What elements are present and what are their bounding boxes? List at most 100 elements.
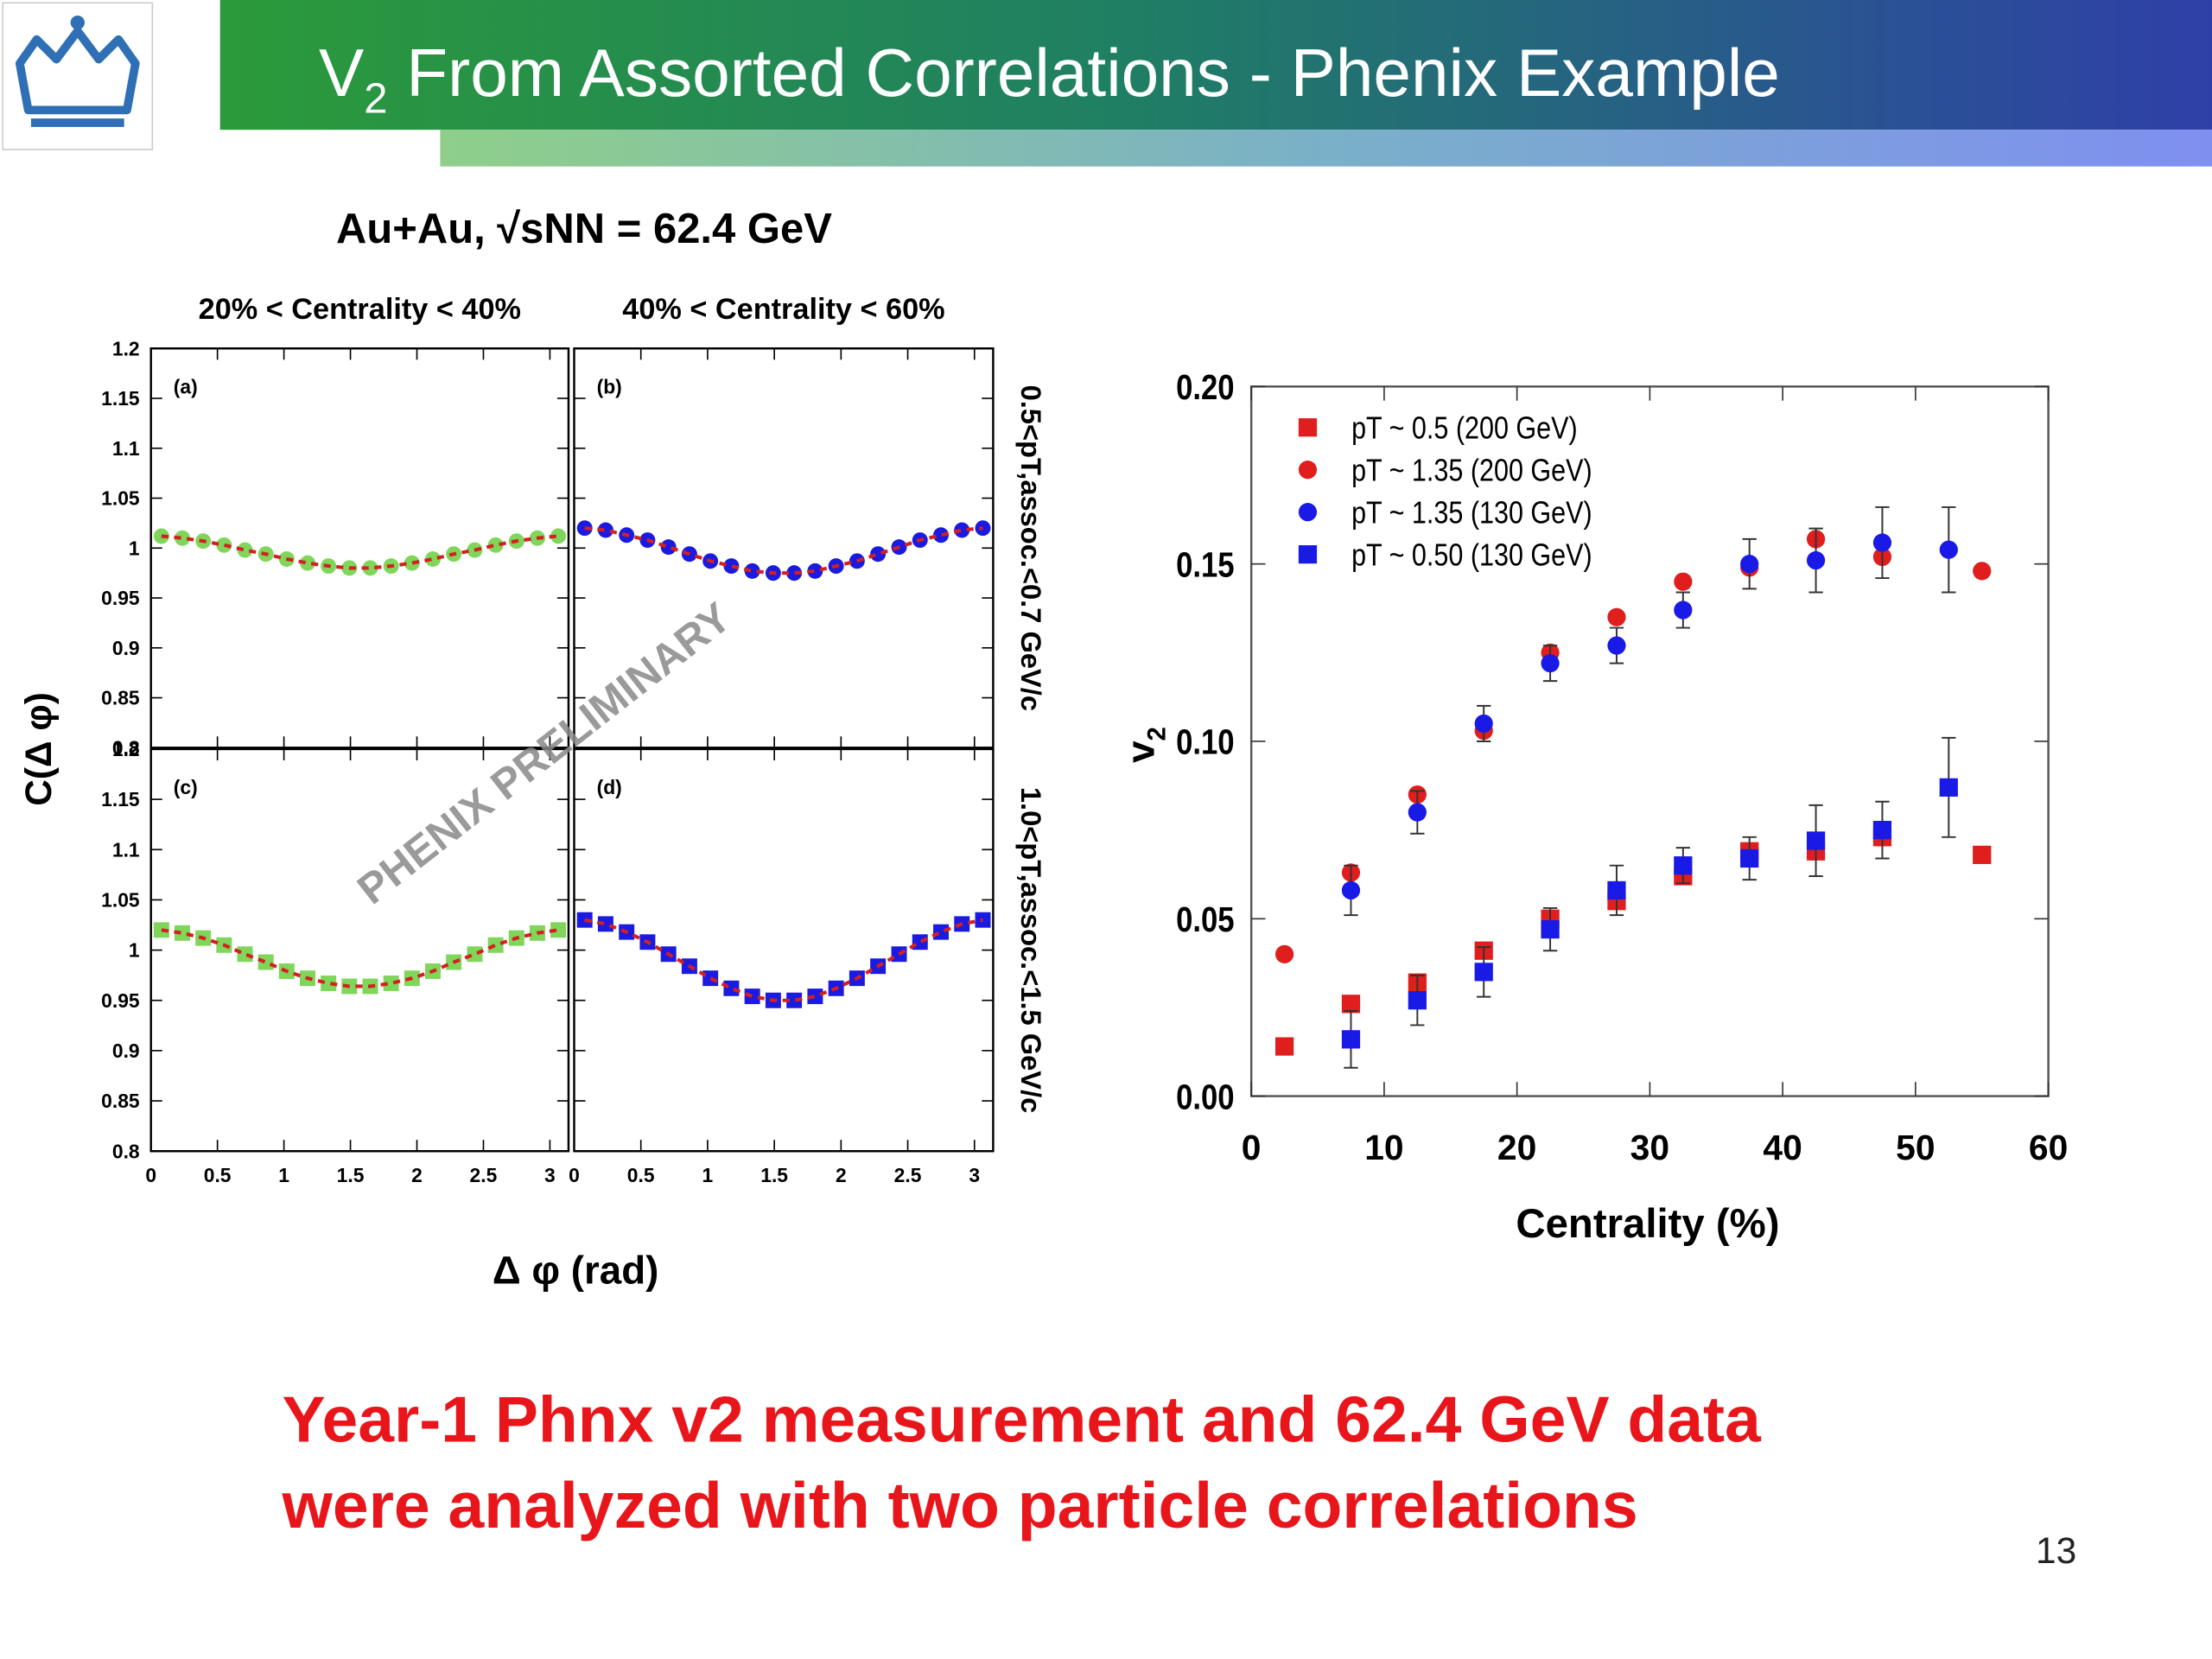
y-axis-label-main: v (1119, 741, 1163, 763)
data-point (175, 530, 190, 546)
x-tick-label: 2 (836, 1164, 847, 1186)
x-tick-label: 2.5 (470, 1164, 498, 1186)
y-axis-label: v2 (1119, 727, 1172, 763)
x-tick-label: 0 (145, 1164, 156, 1186)
data-point (870, 546, 887, 563)
x-tick-label: 1.5 (760, 1164, 788, 1186)
data-point (300, 555, 315, 571)
legend-marker (1298, 545, 1318, 564)
data-point (1541, 654, 1560, 673)
data-point (1973, 845, 1992, 864)
data-point (1740, 849, 1759, 868)
x-tick-label: 10 (1364, 1128, 1403, 1167)
x-tick-label: 1 (278, 1164, 289, 1186)
data-point (1939, 778, 1958, 797)
data-point (424, 551, 441, 567)
data-point (744, 988, 760, 1005)
y-axis-label-sub: 2 (1143, 727, 1172, 741)
y-tick-label: 0.9 (112, 1039, 140, 1062)
plot-frame (1249, 385, 2050, 1097)
data-point (912, 934, 928, 950)
y-tick-label: 0.85 (101, 1090, 140, 1112)
data-point (1474, 963, 1493, 982)
data-point (1474, 714, 1493, 734)
x-tick-label: 2 (411, 1164, 423, 1186)
y-tick-label: 0.10 (1176, 723, 1234, 762)
panel-label: (d) (597, 776, 622, 798)
x-axis-label: Δ φ (rad) (493, 1249, 659, 1293)
y-tick-label: 1.2 (112, 337, 140, 359)
header-bar (219, 0, 2212, 130)
data-point (383, 976, 399, 991)
legend-label: pT ~ 0.50 (130 GeV) (1351, 538, 1592, 573)
data-point (1674, 856, 1693, 875)
y-tick-label: 1.05 (101, 487, 140, 510)
y-tick-label: 1.15 (101, 788, 140, 810)
data-point (487, 537, 504, 553)
page-number: 13 (2036, 1530, 2076, 1571)
panel-label: (b) (597, 376, 622, 398)
fit-line (584, 526, 983, 575)
conclusion-line: were analyzed with two particle correlat… (282, 1469, 1638, 1541)
data-point (550, 528, 567, 544)
x-tick-label: 0.5 (627, 1164, 655, 1186)
data-point (1274, 944, 1294, 963)
data-point (660, 539, 677, 556)
data-point (933, 924, 949, 940)
y-tick-label: 1.2 (112, 738, 140, 760)
data-point (237, 542, 253, 558)
x-tick-label: 60 (2029, 1128, 2068, 1167)
y-tick-label: 0.15 (1176, 546, 1234, 585)
data-point (1408, 803, 1427, 822)
data-point (807, 988, 823, 1005)
data-point (1806, 831, 1826, 850)
fit-line (161, 928, 559, 988)
data-point (257, 954, 274, 970)
data-point (1541, 919, 1560, 939)
data-point (1274, 1037, 1294, 1056)
fit-line (161, 534, 559, 570)
data-point (1341, 995, 1361, 1014)
data-point (404, 555, 420, 571)
column-title: 20% < Centrality < 40% (199, 293, 521, 326)
x-tick-label: 0 (569, 1164, 580, 1186)
data-point (487, 937, 504, 953)
y-tick-label: 0.20 (1176, 368, 1234, 407)
data-point (1973, 562, 1992, 581)
header-underbar (440, 130, 2212, 167)
legend-marker (1298, 503, 1318, 522)
x-tick-label: 3 (544, 1164, 556, 1186)
data-point (1607, 607, 1626, 626)
x-tick-label: 0 (1242, 1128, 1262, 1167)
data-point (807, 563, 823, 579)
panel-label: (c) (174, 776, 198, 798)
data-point (1806, 550, 1826, 570)
data-point (1939, 540, 1958, 559)
legend-marker (1298, 461, 1318, 480)
data-point (597, 916, 613, 932)
x-tick-label: 1.5 (337, 1164, 365, 1186)
data-point (723, 980, 740, 996)
data-point (550, 922, 567, 938)
y-tick-label: 0.8 (112, 736, 140, 759)
x-tick-label: 50 (1896, 1128, 1935, 1167)
data-point (175, 925, 190, 941)
y-tick-label: 0.00 (1176, 1078, 1234, 1117)
data-point (1607, 636, 1626, 655)
y-tick-label: 1.05 (101, 889, 140, 912)
y-tick-label: 1 (129, 537, 140, 559)
x-tick-label: 3 (969, 1164, 980, 1186)
y-tick-label: 1.1 (112, 437, 140, 460)
x-tick-label: 0.5 (204, 1164, 232, 1186)
y-tick-label: 0.85 (101, 687, 140, 709)
x-tick-label: 2.5 (894, 1164, 922, 1186)
legend-label: pT ~ 1.35 (200 GeV) (1351, 454, 1592, 488)
chart-title: Au+Au, √sNN = 62.4 GeV (336, 206, 832, 252)
y-tick-label: 1.1 (112, 838, 140, 861)
x-axis-label: Centrality (%) (1516, 1201, 1779, 1247)
row-label: 0.5<pT,assoc.<0.7 GeV/c (1015, 385, 1047, 711)
x-tick-label: 1 (702, 1164, 714, 1186)
data-point (1341, 1030, 1361, 1049)
data-point (1674, 601, 1693, 620)
